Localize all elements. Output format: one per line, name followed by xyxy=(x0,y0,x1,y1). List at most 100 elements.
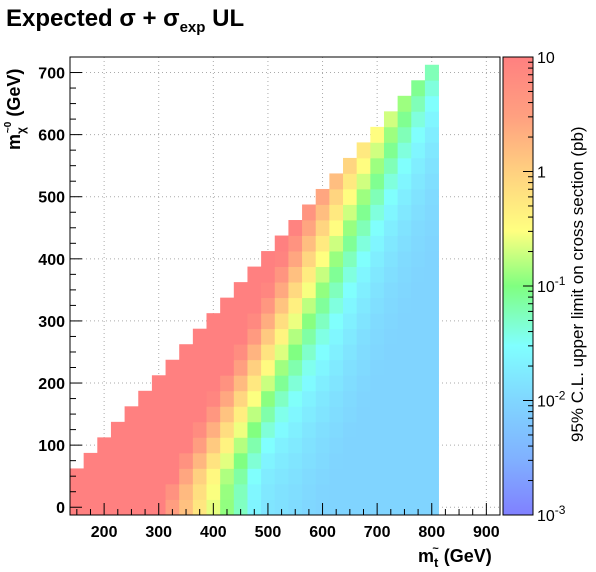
heatmap-cell xyxy=(165,452,180,469)
heatmap-cell xyxy=(370,204,385,221)
heatmap-cell xyxy=(288,390,303,407)
z-tick-label: 10-2 xyxy=(537,389,566,411)
heatmap-cell xyxy=(288,313,303,330)
heatmap-cell xyxy=(356,406,371,423)
heatmap-cell xyxy=(424,188,439,205)
heatmap-cell xyxy=(274,483,289,500)
heatmap-cell xyxy=(424,64,439,81)
heatmap-cell xyxy=(424,142,439,159)
heatmap-cell xyxy=(356,282,371,299)
heatmap-cell xyxy=(220,452,235,469)
heatmap-cell xyxy=(383,328,399,345)
heatmap-cell xyxy=(138,483,153,500)
heatmap-cell xyxy=(247,421,262,438)
heatmap-cell xyxy=(220,437,235,454)
heatmap-cell xyxy=(424,157,439,174)
heatmap-cell xyxy=(411,111,426,128)
heatmap-cell xyxy=(124,406,139,423)
heatmap-cell xyxy=(383,359,399,376)
heatmap-cell xyxy=(370,359,385,376)
heatmap-cell xyxy=(343,375,358,392)
heatmap-cell xyxy=(206,328,221,345)
heatmap-cell xyxy=(179,499,194,516)
y-tick-label: 200 xyxy=(38,376,65,393)
heatmap-cell xyxy=(315,220,330,236)
heatmap-cell xyxy=(356,188,371,205)
plot-frame xyxy=(69,56,501,516)
heatmap-cell xyxy=(247,313,262,330)
heatmap-cell xyxy=(397,235,412,252)
heatmap-cell xyxy=(274,328,289,345)
heatmap-cell xyxy=(206,437,221,454)
heatmap-cell xyxy=(424,375,439,392)
heatmap-cell xyxy=(179,421,194,438)
heatmap-cell xyxy=(233,313,248,330)
heatmap-cell xyxy=(302,344,317,361)
heatmap-cell xyxy=(165,421,180,438)
heatmap-cell xyxy=(274,313,289,330)
heatmap-cell xyxy=(424,483,439,500)
heatmap-cell xyxy=(315,204,330,221)
heatmap-cell xyxy=(356,157,371,174)
heatmap-cell xyxy=(206,483,221,500)
heatmap-cell xyxy=(370,313,385,330)
heatmap-cell xyxy=(83,452,98,469)
heatmap-cell xyxy=(220,468,235,485)
heatmap-cell xyxy=(343,483,358,500)
heatmap-cell xyxy=(288,406,303,423)
heatmap-cell xyxy=(179,452,194,469)
heatmap-cell xyxy=(233,437,248,454)
heatmap-cell xyxy=(343,204,358,221)
heatmap-cell xyxy=(356,421,371,438)
heatmap-cell xyxy=(383,483,399,500)
heatmap-cell xyxy=(383,375,399,392)
heatmap-cell xyxy=(329,251,344,267)
heatmap-cell xyxy=(411,188,426,205)
heatmap-cell xyxy=(397,483,412,500)
heatmap-cell xyxy=(179,468,194,485)
heatmap-cell xyxy=(247,344,262,361)
heatmap-cell xyxy=(206,390,221,407)
x-tick-label: 200 xyxy=(91,524,118,541)
heatmap-cell xyxy=(288,297,303,314)
heatmap-cell xyxy=(261,390,276,407)
heatmap-cell xyxy=(138,499,153,516)
heatmap-cell xyxy=(356,297,371,314)
heatmap-cell xyxy=(315,188,330,205)
heatmap-cell xyxy=(151,468,166,485)
heatmap-cell xyxy=(315,313,330,330)
heatmap-cell xyxy=(261,328,276,345)
heatmap-cell xyxy=(179,359,194,376)
heatmap-cell xyxy=(302,297,317,314)
heatmap-cell xyxy=(302,375,317,392)
heatmap-cell xyxy=(329,204,344,221)
heatmap-cell xyxy=(247,452,262,469)
heatmap-cell xyxy=(397,220,412,236)
heatmap-cell xyxy=(370,390,385,407)
heatmap-cell xyxy=(97,437,112,454)
heatmap-cell xyxy=(356,452,371,469)
heatmap-cell xyxy=(424,437,439,454)
heatmap-cell xyxy=(397,344,412,361)
y-axis-label: mχ~0 (GeV) xyxy=(3,69,28,150)
heatmap-cell xyxy=(247,468,262,485)
heatmap-cell xyxy=(424,421,439,438)
y-tick-label: 500 xyxy=(38,190,65,207)
heatmap-cell xyxy=(288,452,303,469)
heatmap-cell xyxy=(329,390,344,407)
heatmap-cell xyxy=(138,437,153,454)
heatmap-cell xyxy=(274,235,289,252)
heatmap-cell xyxy=(397,204,412,221)
heatmap-cell xyxy=(315,483,330,500)
heatmap-cell xyxy=(274,375,289,392)
heatmap-cell xyxy=(261,344,276,361)
heatmap-cell xyxy=(192,359,207,376)
heatmap-cell xyxy=(274,499,289,516)
heatmap-cell xyxy=(383,188,399,205)
heatmap-cell xyxy=(233,452,248,469)
heatmap-cell xyxy=(370,468,385,485)
heatmap-cell xyxy=(138,406,153,423)
heatmap-cell xyxy=(383,126,399,143)
heatmap-cell xyxy=(343,235,358,252)
heatmap-cell xyxy=(411,452,426,469)
